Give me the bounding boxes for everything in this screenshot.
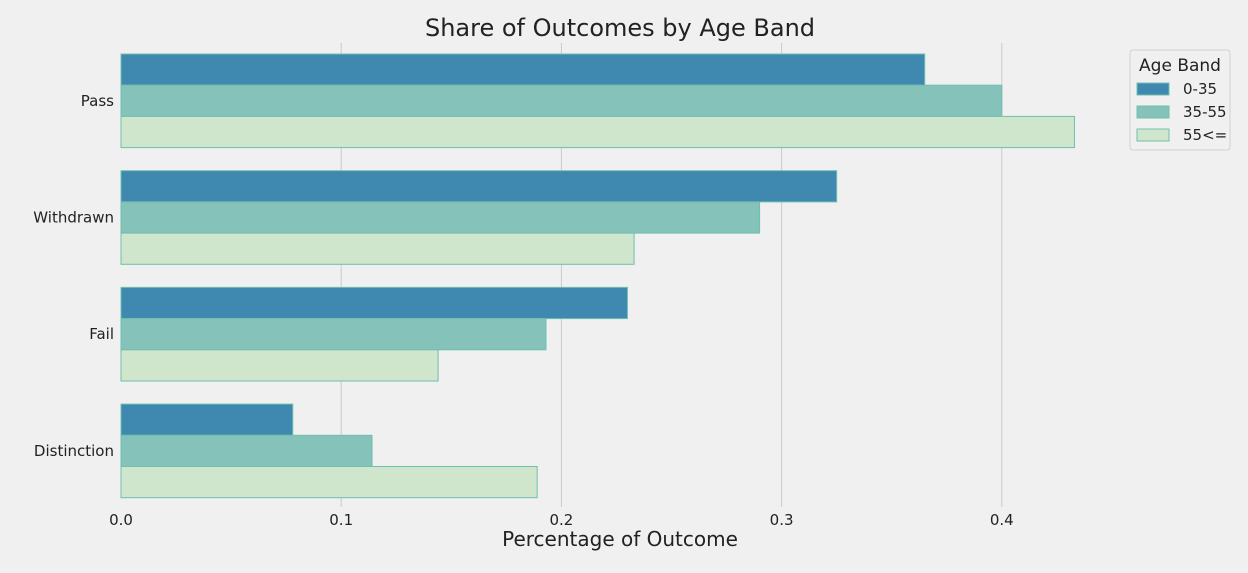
x-tick-label: 0.1	[329, 511, 353, 529]
legend-frame	[1129, 49, 1231, 151]
bar-distinction-55<=	[120, 466, 538, 499]
x-tick-label: 0.4	[990, 511, 1014, 529]
y-tick-labels: Pass Withdrawn Fail Distinction	[33, 92, 114, 460]
bar-withdrawn-35-55	[120, 201, 761, 234]
legend-title: Age Band	[1139, 56, 1221, 76]
chart-title: Share of Outcomes by Age Band	[425, 14, 815, 42]
x-tick-label: 0.2	[549, 511, 573, 529]
bar-fail-55<=	[120, 349, 439, 382]
legend-swatch	[1136, 128, 1170, 142]
y-tick-label: Pass	[81, 92, 114, 110]
bar-distinction-35-55	[120, 434, 373, 467]
legend-swatch	[1136, 105, 1170, 119]
x-tick-label: 0.0	[109, 511, 133, 529]
legend-label: 55<=	[1183, 126, 1227, 144]
bar-distinction-0-35	[120, 403, 294, 436]
legend-items: 0-35 35-55 55<=	[1136, 80, 1227, 144]
y-tick-label: Withdrawn	[33, 209, 114, 227]
y-tick-label: Distinction	[34, 442, 114, 460]
x-axis-label: Percentage of Outcome	[502, 527, 738, 551]
bar-fail-0-35	[120, 286, 628, 320]
bar-pass-55<=	[120, 115, 1075, 149]
bar-pass-35-55	[120, 84, 1003, 117]
y-tick-label: Fail	[89, 325, 114, 343]
bar-fail-35-55	[120, 318, 547, 351]
legend-label: 0-35	[1183, 80, 1217, 98]
bar-pass-0-35	[120, 53, 926, 86]
legend-label: 35-55	[1183, 103, 1227, 121]
legend-swatch	[1136, 82, 1170, 96]
bars-layer	[120, 53, 1075, 499]
x-tick-labels: 0.0 0.1 0.2 0.3 0.4	[109, 511, 1014, 529]
x-tick-label: 0.3	[770, 511, 794, 529]
bar-withdrawn-55<=	[120, 232, 635, 265]
legend: Age Band 0-35 35-55 55<=	[1129, 49, 1231, 151]
bar-withdrawn-0-35	[120, 170, 838, 203]
